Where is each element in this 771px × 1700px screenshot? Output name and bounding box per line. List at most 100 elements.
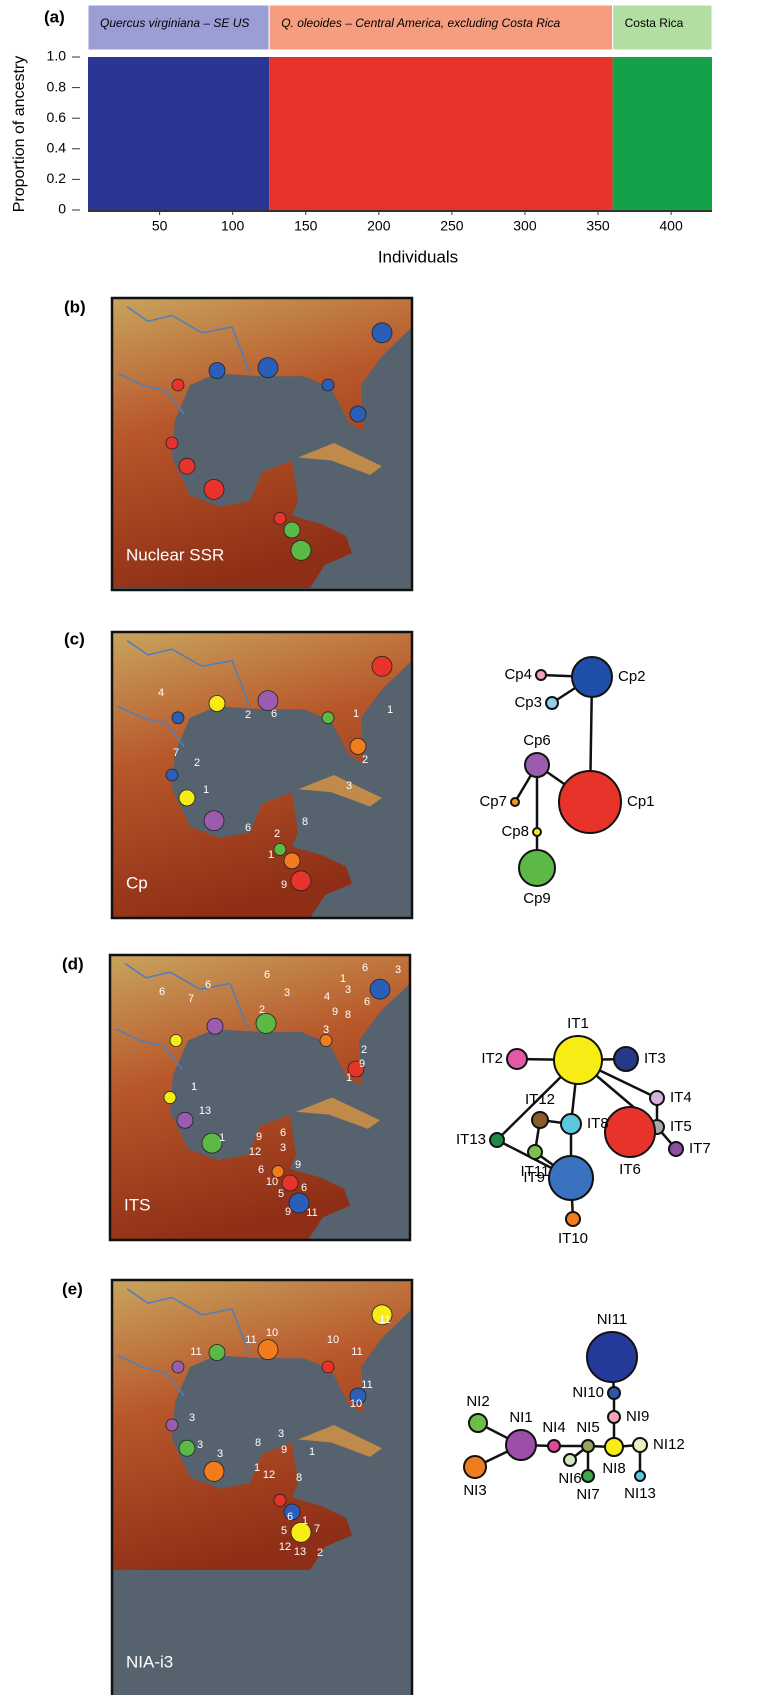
map-label: 6: [245, 822, 251, 834]
map-label: 6: [159, 986, 165, 998]
panel-label: (e): [62, 1279, 83, 1298]
map-label: 7: [173, 747, 179, 759]
site-marker: [209, 363, 225, 379]
site-marker: [322, 1361, 334, 1373]
map-label: 5: [281, 1525, 287, 1537]
haplotype-label: Cp6: [523, 732, 551, 749]
map-label: 11: [190, 1346, 201, 1358]
y-tick-label: 0.4: [47, 140, 67, 156]
map-label: 2: [274, 828, 280, 840]
haplotype-label: Cp3: [514, 694, 542, 711]
site-marker: [172, 712, 184, 724]
haplotype-label: IT3: [644, 1050, 666, 1067]
map-label: 8: [255, 1437, 261, 1449]
map-label: 1: [387, 704, 393, 716]
x-axis-label: Individuals: [378, 247, 458, 266]
haplotype-label: NI6: [558, 1470, 581, 1487]
site-marker: [207, 1018, 223, 1034]
map-label: 9: [359, 1058, 365, 1070]
group-name: Q. oleoides – Central America, excluding…: [281, 16, 560, 30]
map-label: 6: [258, 1164, 264, 1176]
map-label: 10: [266, 1176, 278, 1188]
x-tick-label: 350: [586, 218, 610, 234]
map-marker-name: Cp: [126, 873, 148, 892]
site-marker: [172, 1361, 184, 1373]
map-label: 11: [306, 1207, 317, 1219]
map-label: 12: [249, 1146, 261, 1158]
haplotype-label: Cp2: [618, 668, 646, 685]
map-label: 1: [219, 1132, 225, 1144]
map-body: [112, 1280, 412, 1695]
map-label: 6: [205, 979, 211, 991]
map-label: 3: [345, 984, 351, 996]
haplotype-node: [536, 670, 546, 680]
haplotype-node: [614, 1047, 638, 1071]
haplotype-label: IT1: [567, 1015, 589, 1032]
site-marker: [291, 540, 311, 560]
map-label: 1: [203, 784, 209, 796]
map-label: 1: [191, 1081, 197, 1093]
ancestry-block: [88, 57, 269, 210]
map-label: 2: [245, 709, 251, 721]
site-marker: [204, 1461, 224, 1481]
map-label: 3: [323, 1024, 329, 1036]
map-label: 3: [284, 987, 290, 999]
site-marker: [179, 458, 195, 474]
site-marker: [166, 437, 178, 449]
haplotype-label: NI2: [466, 1393, 489, 1410]
map-label: 9: [295, 1159, 301, 1171]
y-tick-label: 0.6: [47, 109, 67, 125]
site-marker: [258, 358, 278, 378]
site-marker: [274, 843, 286, 855]
site-marker: [274, 1494, 286, 1506]
haplotype-label: NI9: [626, 1408, 649, 1425]
haplotype-node: [669, 1142, 683, 1156]
haplotype-node: [608, 1387, 620, 1399]
haplotype-node: [605, 1438, 623, 1456]
map-label: 11: [245, 1334, 256, 1346]
site-marker: [282, 1175, 298, 1191]
map-label: 3: [346, 780, 352, 792]
haplotype-label: NI12: [653, 1436, 685, 1453]
map-label: 2: [362, 754, 368, 766]
map-label: 3: [278, 1428, 284, 1440]
haplotype-node: [633, 1438, 647, 1452]
site-marker: [322, 379, 334, 391]
map-label: 6: [271, 708, 277, 720]
map-label: 2: [361, 1044, 367, 1056]
map-label: 8: [302, 816, 308, 828]
haplotype-node: [532, 1112, 548, 1128]
haplotype-node: [507, 1049, 527, 1069]
site-marker: [164, 1092, 176, 1104]
map-label: 10: [350, 1398, 362, 1410]
map-body: [112, 632, 412, 918]
map-label: 11: [379, 1314, 390, 1326]
map-label: 6: [264, 969, 270, 981]
x-tick-label: 250: [440, 218, 464, 234]
haplotype-node: [650, 1091, 664, 1105]
site-marker: [166, 769, 178, 781]
map-label: 7: [188, 993, 194, 1005]
haplotype-node: [582, 1440, 594, 1452]
x-tick-label: 200: [367, 218, 391, 234]
map-label: 2: [317, 1547, 323, 1559]
site-marker: [284, 853, 300, 869]
site-marker: [291, 871, 311, 891]
y-tick-label: 1.0: [47, 48, 67, 64]
haplotype-label: NI10: [572, 1384, 604, 1401]
x-tick-label: 300: [513, 218, 537, 234]
map-label: 3: [280, 1142, 286, 1154]
haplotype-node: [525, 753, 549, 777]
haplotype-node: [608, 1411, 620, 1423]
haplotype-label: Cp7: [479, 793, 507, 810]
haplotype-node: [464, 1456, 486, 1478]
haplotype-label: IT2: [481, 1050, 503, 1067]
haplotype-node: [564, 1454, 576, 1466]
group-name: Quercus virginiana – SE US: [100, 16, 249, 30]
y-tick-label: 0: [58, 201, 66, 217]
map-label: 3: [197, 1439, 203, 1451]
site-marker: [322, 712, 334, 724]
map-label: 13: [199, 1105, 211, 1117]
haplotype-node: [511, 798, 519, 806]
haplotype-node: [554, 1036, 602, 1084]
